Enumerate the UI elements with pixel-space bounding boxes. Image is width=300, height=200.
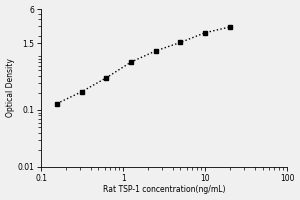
Y-axis label: Optical Density: Optical Density — [6, 58, 15, 117]
X-axis label: Rat TSP-1 concentration(ng/mL): Rat TSP-1 concentration(ng/mL) — [103, 185, 225, 194]
